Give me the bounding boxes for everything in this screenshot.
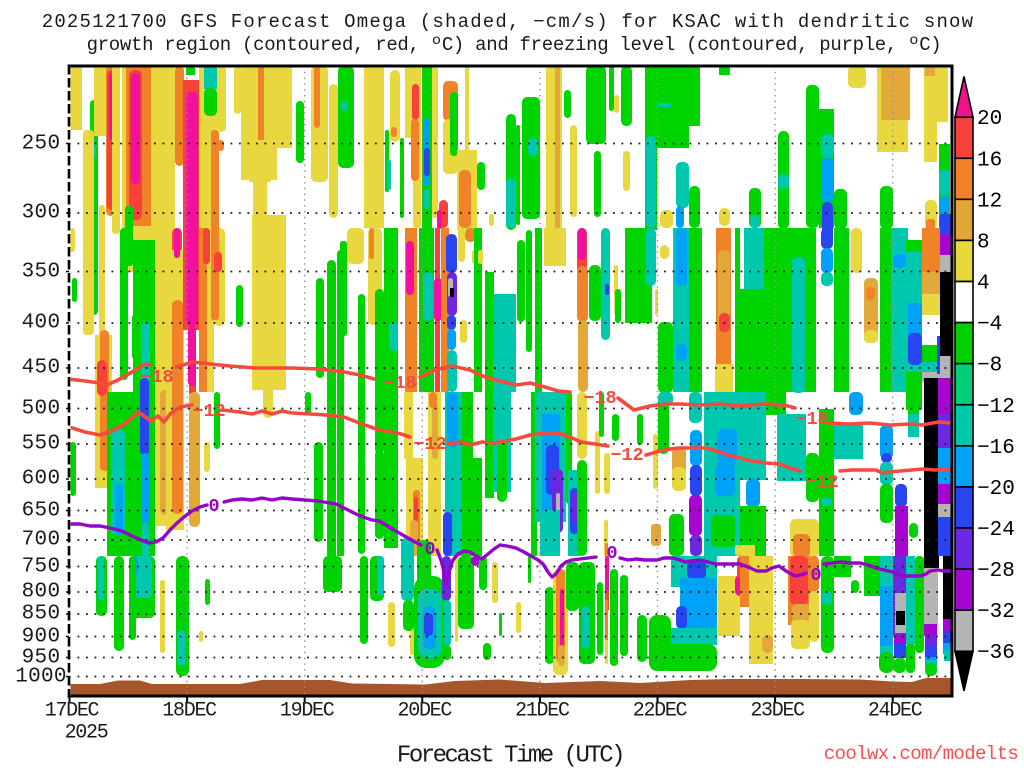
svg-text:−18: −18 xyxy=(583,388,616,409)
svg-text:−24: −24 xyxy=(977,519,1015,542)
svg-text:−12: −12 xyxy=(977,396,1015,419)
svg-text:−18: −18 xyxy=(795,409,828,430)
svg-text:−12: −12 xyxy=(192,401,225,422)
svg-text:12: 12 xyxy=(977,190,1002,213)
svg-text:20: 20 xyxy=(977,108,1002,131)
svg-text:−32: −32 xyxy=(977,601,1015,624)
svg-text:16: 16 xyxy=(977,149,1002,172)
svg-text:−18: −18 xyxy=(140,367,173,388)
svg-text:−36: −36 xyxy=(977,642,1015,665)
svg-text:−8: −8 xyxy=(977,355,1002,378)
svg-text:4: 4 xyxy=(977,273,990,296)
svg-text:−28: −28 xyxy=(977,560,1015,583)
svg-text:−16: −16 xyxy=(977,437,1015,460)
svg-text:0: 0 xyxy=(208,496,219,517)
svg-text:−12: −12 xyxy=(805,472,838,493)
svg-text:0: 0 xyxy=(424,539,435,560)
svg-text:−12: −12 xyxy=(413,434,446,455)
svg-text:−20: −20 xyxy=(977,478,1015,501)
svg-text:−18: −18 xyxy=(383,373,416,394)
svg-text:8: 8 xyxy=(977,231,990,254)
svg-text:0: 0 xyxy=(606,543,617,564)
svg-text:0: 0 xyxy=(810,565,821,586)
svg-text:−4: −4 xyxy=(977,314,1002,337)
svg-text:−12: −12 xyxy=(610,445,643,466)
